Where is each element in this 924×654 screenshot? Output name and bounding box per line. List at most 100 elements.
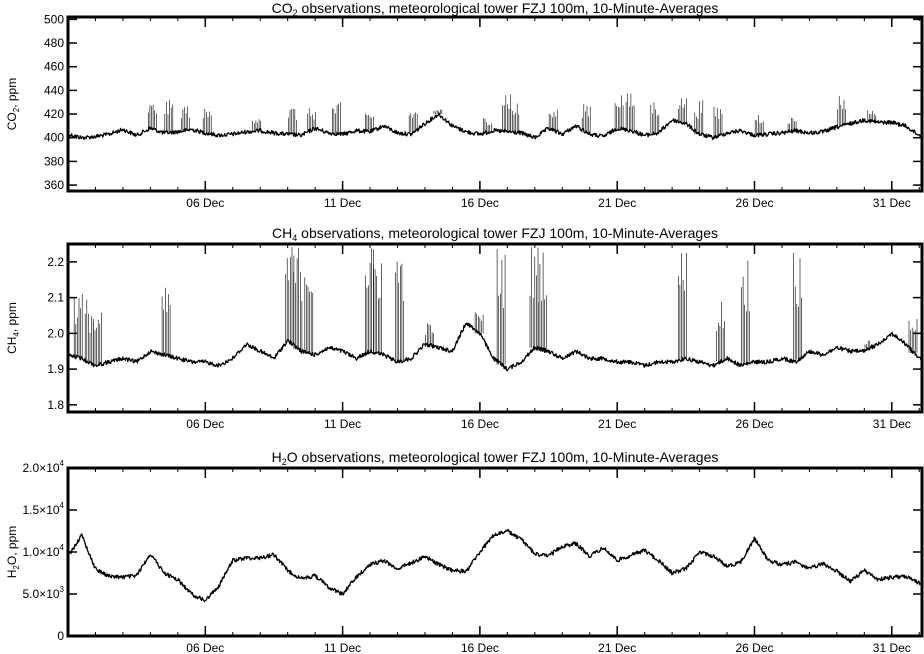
co2-y-tick-text: 360 [44,178,64,192]
ch4-x-tick-label: 16 Dec [461,417,499,431]
co2-y-tick-label: 500 [44,12,64,26]
h2o-x-tick-label: 26 Dec [735,641,773,654]
co2-spike [365,113,374,132]
h2o-y-tick-label: 2.0×104 [23,459,65,475]
co2-data-line [67,112,923,141]
co2-y-tick-label: 380 [44,154,64,168]
h2o-y-tick-label: 0 [57,629,64,643]
ch4-y-tick-text: 2.0 [47,326,64,340]
ch4-spike [741,260,750,365]
co2-ylabel-part: CO [5,112,19,130]
ch4-spike [285,247,294,343]
co2-spike [408,112,418,133]
co2-spike [837,95,846,126]
ch4-title-part: CH [272,225,292,241]
ch4-y-tick-label: 2.1 [47,291,64,305]
co2-spike [548,109,558,131]
ch4-spike [395,261,404,362]
ch4-spike [908,319,918,353]
h2o-title-part: H [272,449,282,465]
ch4-y-tick-text: 1.8 [47,398,64,412]
co2-x-tick-label: 11 Dec [324,196,361,210]
co2-spike [614,95,624,129]
ch4-title-part: observations, meteorological tower FZJ 1… [297,225,718,241]
ch4-spike [496,249,506,365]
co2-spike [288,108,297,135]
h2o-y-tick-text: 2.0×10 [23,461,60,475]
co2-spike [678,98,687,123]
co2-spike [307,108,316,130]
co2-y-tick-text: 480 [44,36,64,50]
co2-y-tick-text: 500 [44,12,64,26]
co2-y-tick-label: 460 [44,60,64,74]
ch4-spike [793,252,802,360]
h2o-y-tick-text: 0 [57,629,64,643]
h2o-y-tick-text: 1.5×10 [23,503,60,517]
ch4-spike [293,247,303,350]
co2-spike [625,93,635,131]
h2o-y-tick-text: 5.0×10 [23,587,60,601]
ch4-ylabel-part: CH [5,337,19,354]
co2-ylabel-subscript: 2 [12,107,21,112]
co2-x-tick-label: 31 Dec [873,196,911,210]
ch4-x-tick-label: 26 Dec [735,417,773,431]
h2o-y-tick-exponent: 4 [60,543,65,552]
ch4-spike [716,301,725,362]
ch4-y-tick-text: 2.2 [47,255,64,269]
h2o-y-tick-exponent: 3 [60,585,65,594]
co2-spike [332,102,341,134]
h2o-ylabel-subscript: 2 [12,565,21,570]
ch4-plot-frame [66,242,924,414]
co2-spike [164,99,174,133]
co2-y-tick-text: 380 [44,154,64,168]
ch4-spike [93,312,102,365]
ch4-spike [864,340,874,349]
ch4-spike [529,247,539,348]
co2-y-tick-text: 400 [44,131,64,145]
co2-spike [650,102,660,134]
co2-x-tick-label: 21 Dec [598,196,636,210]
h2o-panel: H2O observations, meteorological tower F… [5,449,924,654]
ch4-spike [365,248,374,352]
h2o-plot-frame [66,466,924,638]
co2-y-tick-label: 480 [44,36,64,50]
co2-chart-title: CO2 observations, meteorological tower F… [272,0,719,18]
h2o-y-tick-text: 1.0×10 [23,545,60,559]
ch4-spike [73,293,83,358]
co2-title-part: CO [272,0,293,16]
ch4-y-tick-label: 2.0 [47,326,64,340]
ch4-y-tick-label: 1.8 [47,398,64,412]
co2-spike [581,104,591,133]
co2-y-tick-text: 420 [44,107,64,121]
co2-ylabel-part: , ppm [5,78,19,108]
ch4-spike [538,252,547,350]
ch4-y-tick-text: 1.9 [47,362,64,376]
co2-x-tick-label: 26 Dec [735,196,773,210]
ch4-spike [678,253,687,360]
ch4-x-tick-label: 21 Dec [598,417,636,431]
h2o-y-tick-exponent: 4 [60,459,65,468]
h2o-title-subscript: 2 [282,457,287,467]
ch4-data-line [67,322,923,372]
co2-y-tick-label: 420 [44,107,64,121]
co2-title-part: observations, meteorological tower FZJ 1… [298,0,719,16]
co2-spike [694,100,704,135]
ch4-y-tick-label: 1.9 [47,362,64,376]
ch4-y-axis-label: CH4, ppm [5,302,21,354]
h2o-x-tick-label: 16 Dec [461,641,499,654]
co2-spike [148,104,157,130]
h2o-x-tick-label: 21 Dec [598,641,636,654]
co2-spike [502,94,511,132]
co2-spike [867,110,877,122]
h2o-y-tick-exponent: 4 [60,501,65,510]
ch4-chart-title: CH4 observations, meteorological tower F… [272,225,718,243]
h2o-x-tick-label: 11 Dec [324,641,361,654]
co2-plot-frame [66,15,924,193]
co2-spike [713,106,723,136]
ch4-x-tick-label: 06 Dec [186,417,224,431]
ch4-spike [84,299,94,363]
co2-y-axis-label: CO2, ppm [5,78,21,130]
ch4-ylabel-subscript: 4 [12,332,21,337]
co2-y-tick-label: 360 [44,178,64,192]
